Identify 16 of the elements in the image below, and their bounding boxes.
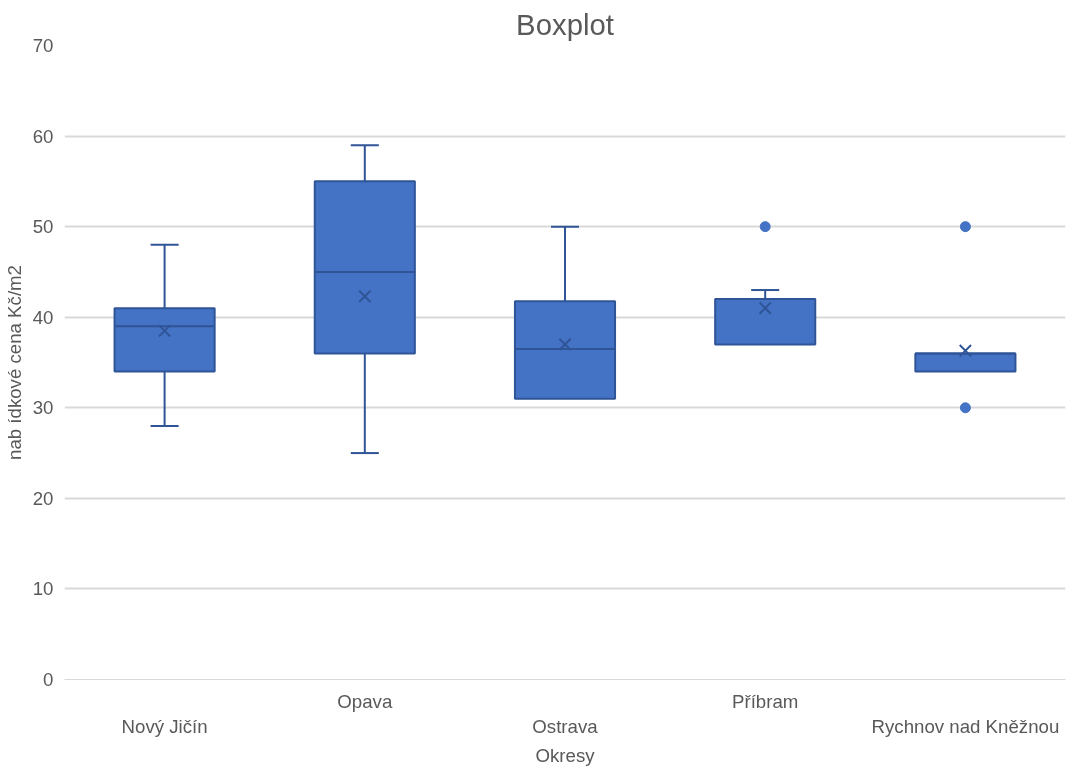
x-axis-title: Okresy — [535, 744, 596, 766]
x-tick-label: Příbram — [732, 690, 799, 712]
x-tick-label: Nový Jičín — [121, 715, 208, 737]
x-tick-label: Rychnov nad Kněžnou — [871, 715, 1060, 737]
y-tick-label: 60 — [32, 125, 54, 147]
chart-title: Boxplot — [516, 7, 614, 41]
y-tick-label: 0 — [43, 669, 54, 690]
y-tick-label: 30 — [32, 397, 54, 419]
y-axis-title: nab ídkové cena Kč/m2 — [3, 265, 25, 460]
y-tick-label: 40 — [32, 306, 54, 328]
x-tick-label: Ostrava — [532, 715, 599, 737]
y-tick-label: 50 — [32, 216, 54, 238]
y-tick-label: 10 — [32, 578, 54, 600]
x-tick-label: Opava — [337, 690, 393, 712]
y-tick-label: 20 — [32, 487, 54, 509]
y-tick-label: 70 — [32, 35, 54, 56]
